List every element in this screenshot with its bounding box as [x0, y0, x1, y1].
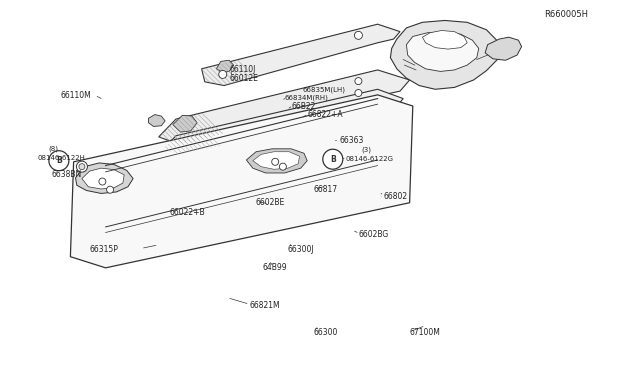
Text: 66110M: 66110M: [61, 92, 92, 100]
Text: 66363: 66363: [339, 136, 364, 145]
Text: 08146-6122G: 08146-6122G: [346, 156, 394, 162]
Circle shape: [323, 149, 343, 169]
Polygon shape: [82, 168, 124, 189]
Text: 6638BN: 6638BN: [51, 170, 81, 179]
Text: 66822+A: 66822+A: [307, 110, 343, 119]
Polygon shape: [70, 95, 413, 268]
Polygon shape: [159, 70, 410, 144]
Polygon shape: [163, 89, 403, 154]
Polygon shape: [390, 20, 499, 89]
Text: 66110J: 66110J: [229, 65, 255, 74]
Text: 64B99: 64B99: [262, 263, 287, 272]
Text: 66834M(RH): 66834M(RH): [285, 94, 329, 101]
Text: (8): (8): [48, 145, 58, 152]
Text: 66315P: 66315P: [90, 245, 118, 254]
Polygon shape: [173, 115, 197, 132]
Circle shape: [107, 186, 113, 193]
Circle shape: [280, 163, 286, 170]
Polygon shape: [485, 37, 522, 60]
Circle shape: [272, 158, 278, 165]
Circle shape: [355, 90, 362, 96]
Text: B: B: [330, 155, 335, 164]
Polygon shape: [246, 149, 307, 173]
Text: (3): (3): [362, 147, 372, 153]
Circle shape: [76, 161, 88, 172]
Polygon shape: [422, 31, 467, 49]
Text: B: B: [56, 156, 61, 165]
Polygon shape: [148, 115, 165, 126]
Polygon shape: [76, 163, 133, 193]
Circle shape: [79, 164, 85, 170]
Text: 66B22: 66B22: [291, 102, 316, 110]
Circle shape: [355, 78, 362, 84]
Text: 66835M(LH): 66835M(LH): [303, 87, 346, 93]
Text: 66802: 66802: [384, 192, 408, 201]
Polygon shape: [202, 24, 400, 86]
Text: 66300: 66300: [314, 328, 338, 337]
Text: 66012E: 66012E: [229, 74, 258, 83]
Circle shape: [49, 151, 69, 171]
Polygon shape: [346, 106, 368, 118]
Text: 66300J: 66300J: [288, 245, 315, 254]
Text: 66821M: 66821M: [250, 301, 280, 310]
Circle shape: [355, 31, 362, 39]
Circle shape: [219, 70, 227, 78]
Polygon shape: [253, 152, 300, 169]
Text: 08146-6122H: 08146-6122H: [37, 155, 85, 161]
Text: 6602BG: 6602BG: [358, 230, 388, 239]
Circle shape: [99, 178, 106, 185]
Polygon shape: [216, 60, 234, 73]
Text: R660005H: R660005H: [544, 10, 588, 19]
Text: 66817: 66817: [314, 185, 338, 194]
Text: 66022+B: 66022+B: [170, 208, 205, 217]
Text: 6602BE: 6602BE: [256, 198, 285, 207]
Polygon shape: [406, 32, 479, 71]
Text: 67100M: 67100M: [410, 328, 440, 337]
